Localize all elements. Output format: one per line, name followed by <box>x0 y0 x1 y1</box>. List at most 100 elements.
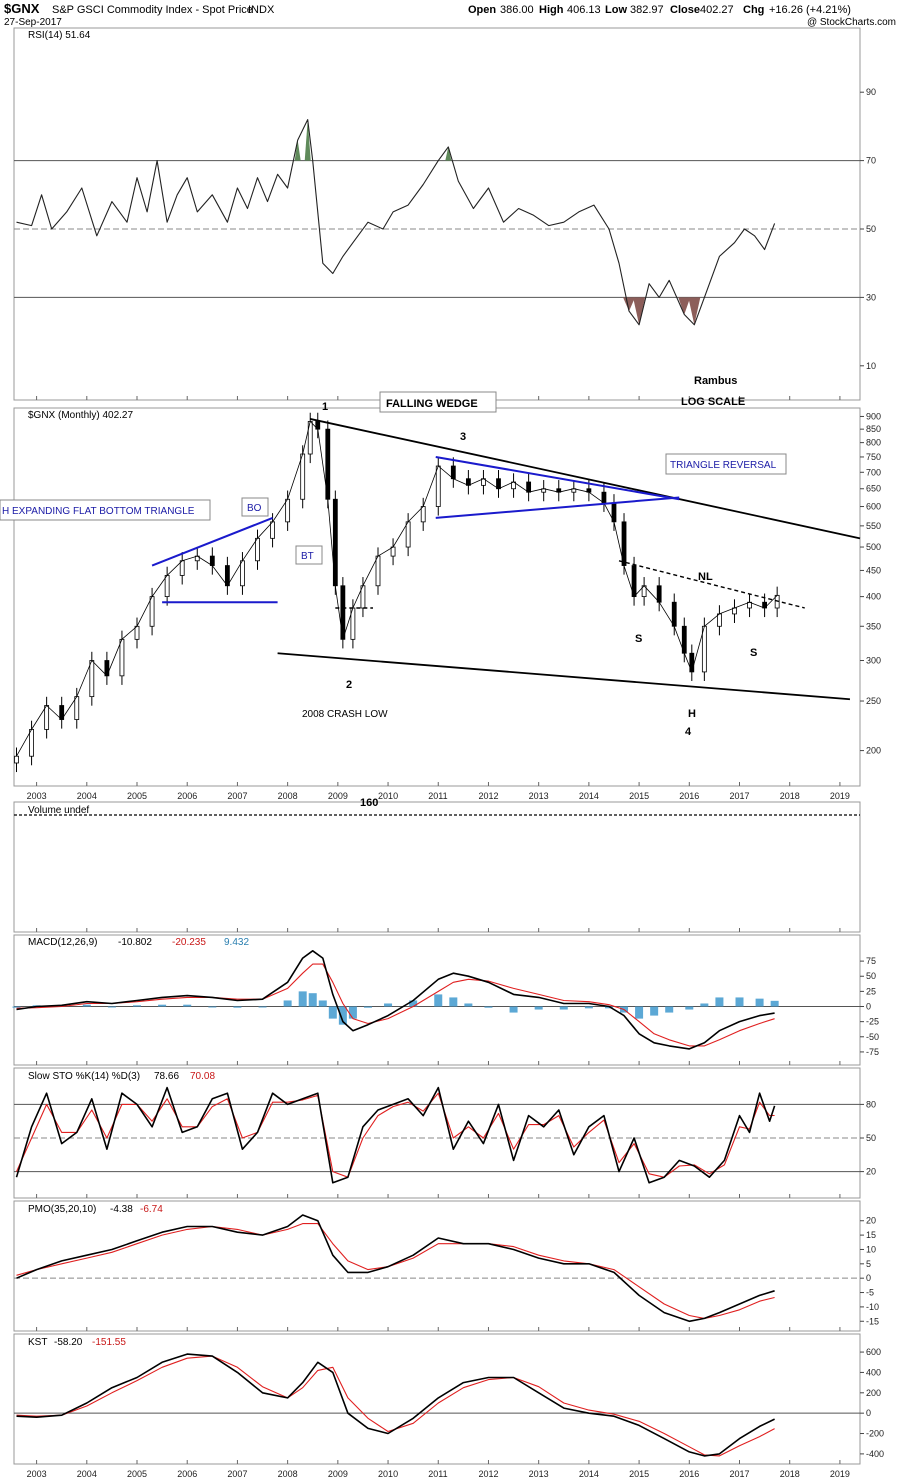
y-tick-label: 0 <box>866 1273 871 1283</box>
bt-label: BT <box>301 551 314 562</box>
y-tick-label: -400 <box>866 1449 884 1459</box>
neckline <box>618 560 805 609</box>
y-tick-label: 450 <box>866 565 881 575</box>
copyright-label: @ StockCharts.com <box>807 17 896 28</box>
macd-value: -10.802 <box>118 937 152 948</box>
y-tick-label: 5 <box>866 1259 871 1269</box>
rsi-panel: RSI(14) 51.64 Rambus LOG SCALE <box>28 30 745 408</box>
panel-frame-kst <box>13 1333 861 1465</box>
y-tick-label: 650 <box>866 484 881 494</box>
rambus-label: Rambus <box>694 375 737 387</box>
log-scale-label: LOG SCALE <box>681 396 745 408</box>
x-tick-label: 2008 <box>278 791 298 801</box>
falling-wedge-upper-line <box>310 418 861 540</box>
kst-title: KST <box>28 1337 47 1348</box>
y-tick-label: 10 <box>866 1244 876 1254</box>
macd-histogram-bar <box>635 1006 644 1019</box>
high-label: High <box>539 4 564 16</box>
price-candle <box>656 585 662 603</box>
x-tick-label: 2013 <box>529 791 549 801</box>
pmo-signal-line <box>16 1223 775 1319</box>
x-tick-label: 2011 <box>428 791 447 801</box>
price-candle <box>435 465 441 507</box>
bo-callout: BO <box>241 497 269 517</box>
x-tick-label: 2014 <box>579 1469 599 1479</box>
sto-title: Slow STO %K(14) %D(3) <box>28 1071 140 1082</box>
x-tick-label: 2013 <box>529 1469 549 1479</box>
rsi-overbought-fill <box>445 146 452 161</box>
kst-signal-value: -151.55 <box>92 1337 126 1348</box>
sto-d-value: 70.08 <box>190 1071 215 1082</box>
low-label: Low <box>605 4 627 16</box>
price-candle <box>420 506 426 523</box>
macd-histogram-bar <box>685 1006 694 1010</box>
y-tick-label: 350 <box>866 621 881 631</box>
expanding-triangle-label: H EXPANDING FLAT BOTTOM TRIANGLE <box>2 506 195 517</box>
price-candle <box>164 575 170 598</box>
macd-histogram-bar <box>584 1006 593 1009</box>
macd-signal-value: -20.235 <box>172 937 206 948</box>
y-tick-label: 200 <box>866 746 881 756</box>
close-value: 402.27 <box>700 4 734 16</box>
kst-line <box>16 1353 775 1457</box>
macd-histogram-bar <box>298 991 307 1007</box>
price-candle <box>450 465 456 480</box>
s-left-label: S <box>635 633 642 645</box>
price-panel: $GNX (Monthly) 402.27 FALLING WEDGE TRIA… <box>0 391 787 738</box>
y-tick-label: 50 <box>866 971 876 981</box>
macd-histogram-bar <box>715 997 724 1007</box>
macd-histogram-bar <box>208 1006 217 1008</box>
y-tick-label: 90 <box>866 87 876 97</box>
y-tick-label: 80 <box>866 1099 876 1109</box>
price-candle <box>44 705 50 730</box>
price-candle <box>496 478 501 490</box>
price-candle <box>119 638 125 677</box>
y-tick-label: 750 <box>866 452 881 462</box>
macd-histogram-bar <box>509 1006 518 1013</box>
x-tick-label: 2009 <box>328 791 348 801</box>
falling-wedge-lower-line <box>277 652 851 701</box>
macd-line <box>16 949 775 1050</box>
macd-histogram-bar <box>434 994 443 1007</box>
point-1-label: 1 <box>322 401 328 413</box>
macd-histogram-bar <box>735 997 744 1007</box>
rsi-oversold-fill <box>633 297 646 325</box>
price-candle <box>375 555 381 587</box>
y-tick-label: 0 <box>866 1408 871 1418</box>
nl-label: NL <box>698 571 713 583</box>
macd-panel: MACD(12,26,9) -10.802 -20.235 9.432 <box>28 937 249 948</box>
y-tick-label: 900 <box>866 411 881 421</box>
x-tick-label: 2005 <box>127 791 147 801</box>
sto-k-value: 78.66 <box>154 1071 179 1082</box>
x-tick-label: 2007 <box>227 1469 247 1479</box>
y-tick-label: 400 <box>866 1367 881 1377</box>
y-tick-label: 500 <box>866 542 881 552</box>
x-tick-label: 2015 <box>629 791 649 801</box>
sto-panel: Slow STO %K(14) %D(3) 78.66 70.08 <box>28 1071 215 1082</box>
x-tick-label: 2006 <box>177 791 197 801</box>
macd-histogram-bar <box>183 1004 192 1007</box>
chart-date: 27-Sep-2017 <box>4 17 62 28</box>
macd-histogram-bar <box>700 1003 709 1007</box>
macd-histogram-bar <box>534 1006 543 1010</box>
price-candle <box>89 660 95 698</box>
price-title: $GNX (Monthly) 402.27 <box>28 410 133 421</box>
y-tick-label: 600 <box>866 502 881 512</box>
macd-title: MACD(12,26,9) <box>28 937 97 948</box>
x-tick-label: 2016 <box>679 1469 699 1479</box>
y-tick-label: -25 <box>866 1017 879 1027</box>
x-tick-label: 2009 <box>328 1469 348 1479</box>
panel-frame-macd <box>13 934 861 1066</box>
y-tick-label: 10 <box>866 361 876 371</box>
macd-histogram-bar <box>665 1006 674 1013</box>
y-tick-label: 25 <box>866 986 876 996</box>
close-label: Close <box>670 4 700 16</box>
y-tick-label: 250 <box>866 696 881 706</box>
x-tick-label: 2017 <box>730 791 750 801</box>
expanding-triangle-callout: H EXPANDING FLAT BOTTOM TRIANGLE <box>0 499 211 521</box>
macd-histogram-bar <box>409 1000 418 1007</box>
falling-wedge-callout: FALLING WEDGE <box>379 391 497 413</box>
x-tick-label: 2012 <box>478 1469 498 1479</box>
x-tick-label: 2003 <box>27 1469 47 1479</box>
pmo-line <box>16 1214 775 1323</box>
